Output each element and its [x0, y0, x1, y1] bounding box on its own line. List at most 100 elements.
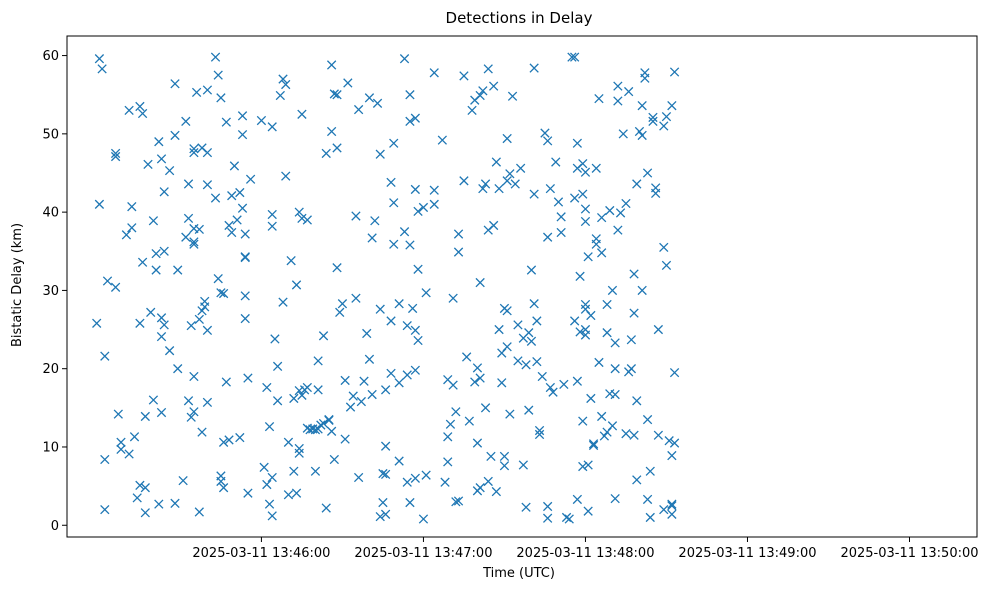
data-point [375, 511, 385, 522]
data-point [459, 71, 469, 81]
data-point [135, 480, 145, 490]
data-point [240, 313, 250, 324]
data-point [475, 277, 485, 288]
x-axis-label: Time (UTC) [482, 566, 555, 581]
data-point [213, 70, 223, 80]
data-point [194, 224, 204, 235]
data-point [367, 233, 377, 243]
data-point [394, 378, 404, 388]
data-point [356, 396, 366, 407]
data-point [575, 327, 585, 337]
data-point [240, 252, 250, 263]
data-point [537, 371, 547, 382]
data-point [556, 227, 566, 238]
plot-area: 2025-03-11 13:46:00 2025-03-11 13:47:00 20… [42, 35, 979, 561]
data-point [151, 265, 161, 275]
data-point [440, 477, 450, 487]
data-point [488, 220, 499, 231]
data-point [410, 184, 420, 195]
data-point [340, 375, 350, 386]
data-point [542, 513, 553, 523]
data-point [429, 185, 439, 195]
data-point [267, 472, 277, 483]
data-point [183, 396, 194, 406]
data-point [235, 187, 245, 198]
data-point [542, 136, 553, 146]
data-point [532, 316, 542, 326]
data-point [97, 64, 107, 74]
data-point [313, 385, 323, 395]
data-point [418, 514, 429, 524]
data-point [100, 351, 110, 361]
data-point [524, 405, 534, 415]
data-point [645, 512, 655, 523]
data-point [200, 302, 210, 312]
data-point [240, 229, 250, 239]
data-point [186, 320, 196, 331]
data-point [602, 328, 612, 338]
data-point [407, 303, 418, 314]
data-point [594, 93, 604, 104]
data-point [359, 376, 369, 386]
data-point [602, 299, 612, 310]
x-tick-label: 2025-03-11 13:47:00 [354, 546, 492, 561]
data-point [621, 429, 631, 439]
data-point [326, 126, 337, 137]
data-point [289, 393, 299, 404]
data-point [389, 239, 399, 249]
data-point [413, 264, 423, 274]
data-point [281, 79, 291, 90]
data-point [596, 411, 607, 422]
data-point [524, 328, 534, 338]
data-point [159, 246, 169, 256]
data-point [218, 437, 229, 447]
data-point [580, 330, 591, 340]
data-point [413, 206, 423, 217]
data-point [362, 328, 372, 339]
data-point [164, 346, 175, 356]
data-point [124, 105, 134, 116]
data-point [364, 354, 375, 364]
data-point [667, 101, 677, 111]
data-point [648, 116, 658, 126]
data-point [596, 212, 607, 223]
data-point [227, 227, 237, 238]
data-point [143, 159, 153, 170]
data-point [202, 397, 213, 408]
data-point [648, 112, 658, 123]
data-point [451, 497, 461, 507]
data-point [237, 203, 248, 213]
data-point [229, 161, 240, 171]
data-point [553, 197, 564, 207]
data-point [405, 116, 415, 126]
data-point [326, 426, 337, 436]
data-point [453, 247, 464, 257]
data-point [137, 108, 148, 119]
data-point [318, 331, 329, 341]
data-point [534, 425, 545, 436]
data-point [659, 121, 669, 131]
data-point [132, 493, 142, 503]
data-point [148, 395, 159, 405]
data-point [591, 239, 601, 249]
data-point [667, 499, 677, 509]
data-point [291, 488, 302, 498]
data-point [659, 504, 669, 515]
data-point [399, 54, 410, 64]
data-point [599, 431, 610, 441]
data-point [102, 276, 113, 286]
data-point [556, 212, 566, 222]
y-axis-label: Bistatic Delay (km) [10, 223, 25, 347]
data-point [521, 360, 531, 370]
data-point [621, 198, 631, 209]
x-tick-label: 2025-03-11 13:50:00 [840, 546, 978, 561]
data-point [135, 318, 145, 328]
data-point [183, 213, 194, 224]
data-point [267, 221, 277, 231]
data-point [181, 232, 191, 242]
data-point [505, 169, 515, 179]
data-point [235, 432, 245, 443]
data-point [588, 440, 599, 451]
data-point [113, 409, 123, 419]
data-point [110, 282, 121, 292]
